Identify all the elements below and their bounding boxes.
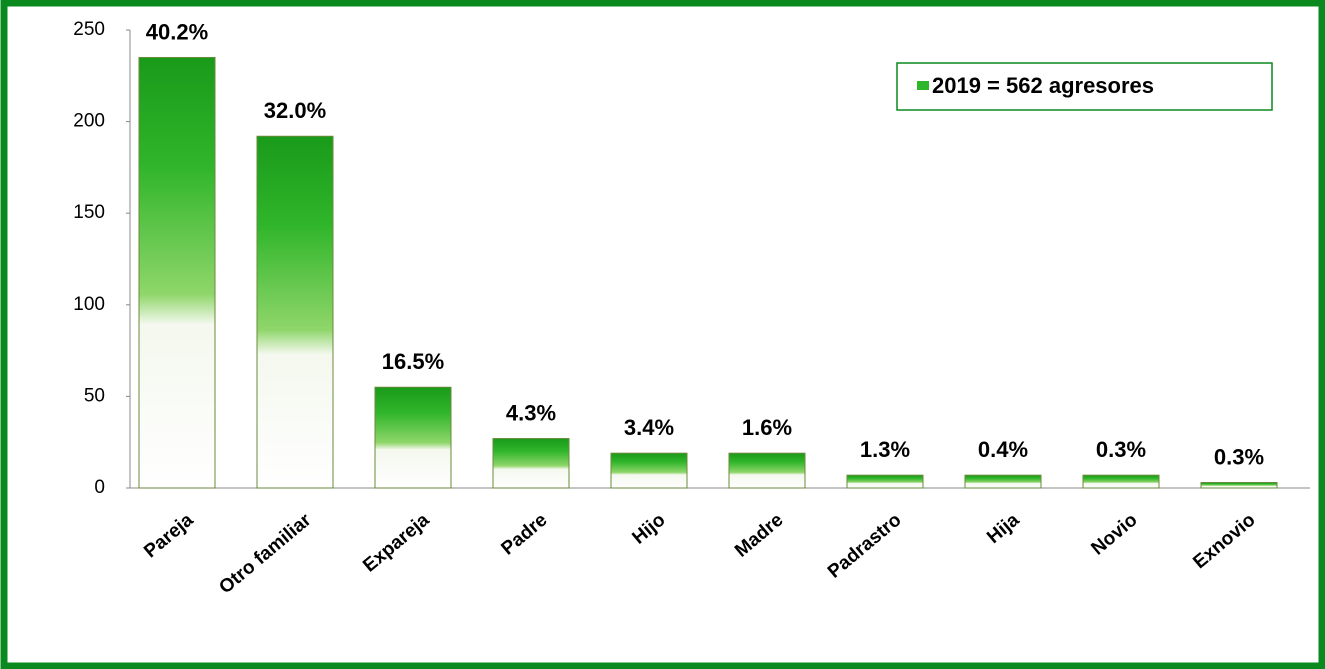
- chart: 2019 = 562 agresores 0 50 100 150 200 250 40.2…: [0, 0, 1325, 669]
- data-label: 1.3%: [860, 437, 910, 462]
- data-label: 1.6%: [742, 415, 792, 440]
- bar: [1201, 483, 1277, 488]
- bar: [965, 475, 1041, 488]
- y-tick-label: 0: [94, 477, 105, 498]
- legend-label: 2019 = 562 agresores: [932, 73, 1154, 98]
- bar: [847, 475, 923, 488]
- y-tick-label: 250: [73, 19, 105, 40]
- data-label: 0.4%: [978, 437, 1028, 462]
- data-label: 4.3%: [506, 400, 556, 425]
- y-tick-label: 200: [73, 111, 105, 132]
- bar: [139, 57, 215, 488]
- bar: [729, 453, 805, 488]
- data-label: 32.0%: [264, 98, 326, 123]
- y-tick-label: 50: [84, 385, 105, 406]
- bar: [375, 387, 451, 488]
- y-tick-label: 100: [73, 294, 105, 315]
- data-label: 16.5%: [382, 349, 444, 374]
- data-label: 3.4%: [624, 415, 674, 440]
- legend: 2019 = 562 agresores: [897, 63, 1272, 110]
- legend-swatch: [917, 81, 929, 90]
- bar: [493, 439, 569, 488]
- data-label: 0.3%: [1096, 437, 1146, 462]
- data-label: 40.2%: [146, 19, 208, 44]
- bar: [611, 453, 687, 488]
- y-tick-label: 150: [73, 202, 105, 223]
- bar: [257, 136, 333, 488]
- bar: [1083, 475, 1159, 488]
- data-label: 0.3%: [1214, 444, 1264, 469]
